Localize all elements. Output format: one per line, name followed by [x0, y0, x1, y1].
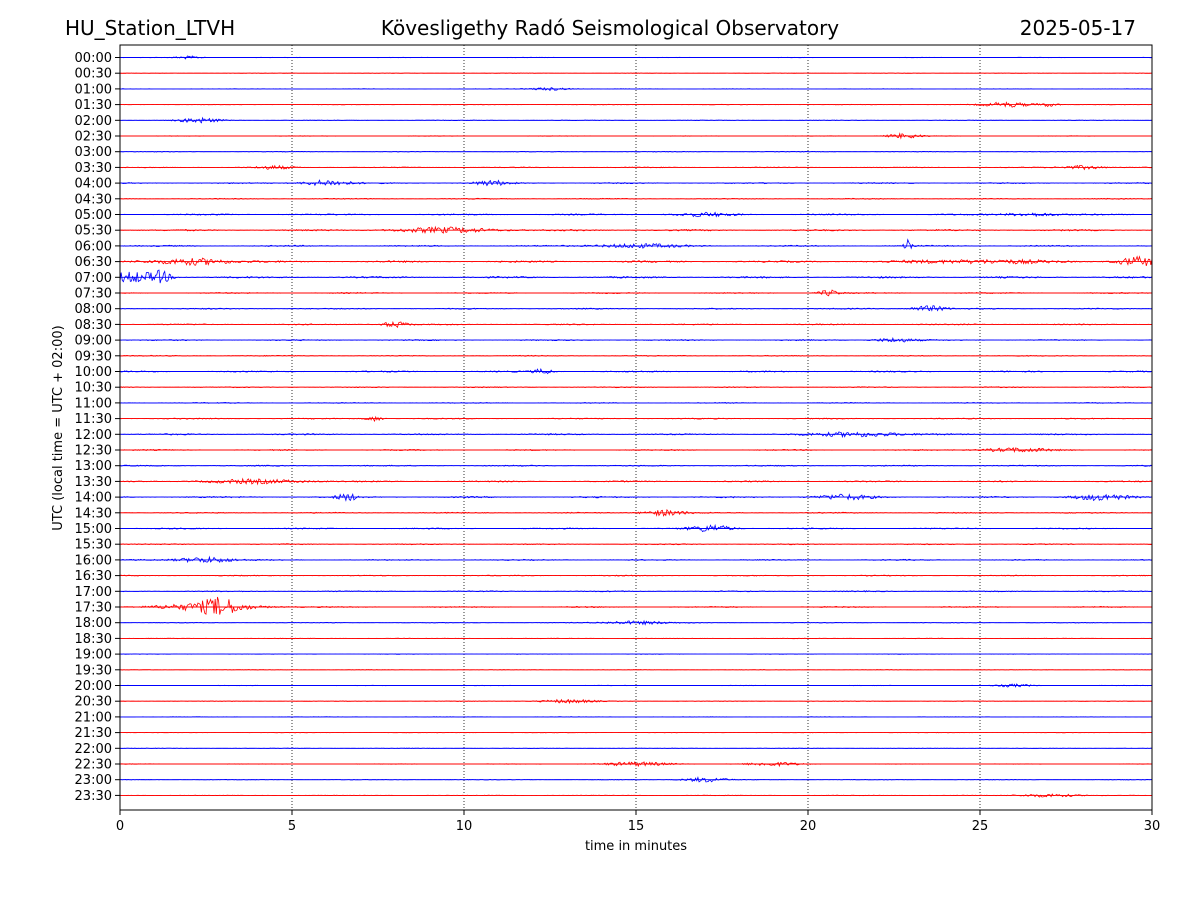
y-tick-label: 21:30	[75, 726, 112, 741]
x-axis-label: time in minutes	[585, 839, 687, 854]
y-tick-label: 15:30	[75, 538, 112, 553]
y-tick-label: 07:30	[75, 287, 112, 302]
chart-title: Kövesligethy Radó Seismological Observat…	[381, 16, 839, 40]
y-tick-label: 05:00	[75, 208, 112, 223]
y-tick-label: 11:30	[75, 412, 112, 427]
station-name: HU_Station_LTVH	[65, 16, 235, 40]
chart-date: 2025-05-17	[1020, 16, 1136, 40]
x-tick-label: 10	[456, 819, 473, 834]
y-tick-label: 19:00	[75, 648, 112, 663]
y-tick-label: 21:00	[75, 710, 112, 725]
y-tick-label: 12:30	[75, 444, 112, 459]
x-tick-label: 0	[116, 819, 124, 834]
y-tick-label: 06:00	[75, 239, 112, 254]
y-tick-label: 09:00	[75, 334, 112, 349]
y-tick-label: 18:30	[75, 632, 112, 647]
x-tick-label: 20	[800, 819, 817, 834]
y-tick-label: 20:00	[75, 679, 112, 694]
y-tick-label: 02:00	[75, 114, 112, 129]
y-tick-label: 23:00	[75, 773, 112, 788]
y-axis-label: UTC (local time = UTC + 02:00)	[51, 325, 66, 530]
y-tick-label: 20:30	[75, 695, 112, 710]
grid-lines	[291, 45, 981, 810]
y-tick-label: 23:30	[75, 789, 112, 804]
y-tick-label: 07:00	[75, 271, 112, 286]
y-tick-label: 06:30	[75, 255, 112, 270]
y-tick-label: 03:30	[75, 161, 112, 176]
y-tick-label: 00:00	[75, 51, 112, 66]
y-tick-label: 17:30	[75, 601, 112, 616]
y-tick-label: 18:00	[75, 616, 112, 631]
y-tick-label: 16:30	[75, 569, 112, 584]
y-tick-label: 02:30	[75, 130, 112, 145]
trace-1730	[119, 596, 1153, 615]
y-tick-label: 19:30	[75, 663, 112, 678]
x-tick-label: 5	[288, 819, 296, 834]
x-tick-label: 25	[972, 819, 989, 834]
y-tick-label: 11:00	[75, 396, 112, 411]
y-tick-label: 17:00	[75, 585, 112, 600]
x-axis-ticks: 0 5 10 15 20 25 30	[116, 810, 1160, 834]
y-tick-label: 12:00	[75, 428, 112, 443]
x-tick-label: 15	[628, 819, 645, 834]
y-tick-label: 22:30	[75, 758, 112, 773]
y-tick-label: 04:30	[75, 192, 112, 207]
y-tick-label: 14:30	[75, 506, 112, 521]
y-tick-label: 08:30	[75, 318, 112, 333]
y-tick-label: 16:00	[75, 553, 112, 568]
y-tick-label: 13:30	[75, 475, 112, 490]
y-tick-label: 01:00	[75, 82, 112, 97]
y-tick-label: 08:00	[75, 302, 112, 317]
y-axis-ticks: 00:0000:3001:0001:3002:0002:3003:0003:30…	[75, 51, 120, 804]
x-tick-label: 30	[1144, 819, 1161, 834]
y-tick-label: 15:00	[75, 522, 112, 537]
y-tick-label: 01:30	[75, 98, 112, 113]
traces	[119, 55, 1153, 798]
y-tick-label: 05:30	[75, 224, 112, 239]
y-tick-label: 14:00	[75, 491, 112, 506]
y-tick-label: 04:00	[75, 177, 112, 192]
y-tick-label: 03:00	[75, 145, 112, 160]
y-tick-label: 09:30	[75, 349, 112, 364]
y-tick-label: 22:00	[75, 742, 112, 757]
y-tick-label: 10:00	[75, 365, 112, 380]
y-tick-label: 00:30	[75, 67, 112, 82]
y-tick-label: 13:00	[75, 459, 112, 474]
y-tick-label: 10:30	[75, 381, 112, 396]
